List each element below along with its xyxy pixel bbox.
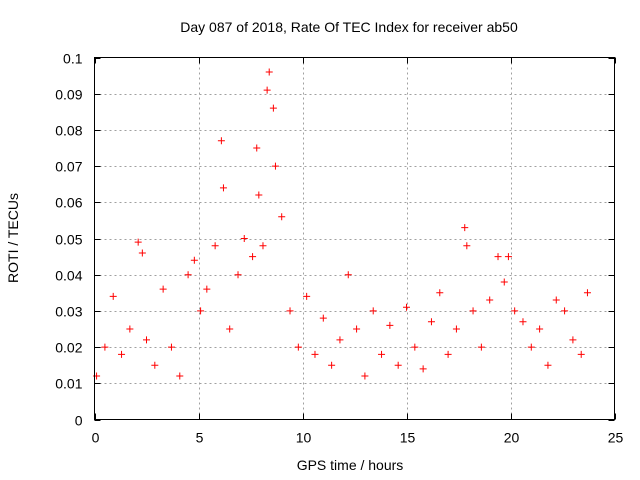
data-point [444, 350, 452, 358]
data-point [561, 307, 569, 315]
data-point [463, 242, 471, 250]
data-point [294, 343, 302, 351]
data-point [303, 292, 311, 300]
x-tick-label: 20 [504, 430, 520, 446]
data-point [500, 278, 508, 286]
x-tick-label: 5 [196, 430, 204, 446]
data-point [436, 289, 444, 297]
data-point [286, 307, 294, 315]
data-point [255, 191, 263, 199]
data-point [226, 325, 234, 333]
data-point [143, 336, 150, 344]
data-point [134, 238, 142, 246]
data-point [511, 307, 519, 315]
data-point [271, 162, 279, 170]
data-point [527, 343, 535, 351]
data-point [477, 343, 485, 351]
data-point [259, 242, 267, 250]
chart-title: Day 087 of 2018, Rate Of TEC Index for r… [180, 19, 518, 35]
x-tick-label: 0 [92, 430, 100, 446]
y-tick-label: 0.01 [55, 376, 82, 392]
data-point [328, 361, 336, 369]
x-axis-label: GPS time / hours [297, 457, 404, 473]
data-point [240, 235, 248, 242]
data-point [219, 184, 227, 192]
data-point [536, 325, 544, 333]
grid-lines [94, 57, 615, 420]
data-point [176, 372, 184, 380]
x-tick-label: 10 [296, 430, 312, 446]
data-point [159, 285, 167, 293]
data-point [419, 365, 427, 373]
y-axis-label: ROTI / TECUs [5, 193, 21, 283]
data-point [234, 271, 242, 279]
data-point [344, 271, 352, 279]
data-point [461, 224, 469, 232]
data-point [265, 68, 273, 76]
data-point [197, 307, 205, 315]
data-point [253, 144, 261, 152]
data-point [249, 253, 257, 261]
data-point [311, 350, 319, 358]
data-point [494, 253, 502, 261]
plot-frame [94, 57, 615, 420]
data-point [203, 285, 211, 293]
data-point [269, 104, 277, 112]
y-tick-label: 0.02 [55, 340, 82, 356]
data-point [486, 296, 494, 304]
data-point [403, 303, 410, 311]
data-point [394, 361, 402, 369]
data-point [544, 361, 552, 369]
y-tick-label: 0.1 [63, 51, 83, 67]
data-point [378, 350, 386, 358]
data-point [411, 343, 419, 351]
x-tick-label: 25 [608, 430, 624, 446]
data-point [278, 213, 286, 221]
data-point [138, 249, 146, 257]
y-tick-label: 0.05 [55, 232, 82, 248]
data-point [469, 307, 477, 315]
data-point [217, 137, 225, 145]
y-tick-label: 0.07 [55, 159, 82, 175]
data-point [353, 325, 361, 333]
data-point [126, 325, 134, 333]
y-tick-label: 0.04 [55, 268, 82, 284]
data-point [118, 350, 126, 358]
scatter-points [93, 68, 591, 380]
data-point [452, 325, 460, 333]
data-point [211, 242, 219, 250]
axis-ticks: 0 5 10 15 20 25 0 0.01 0.02 0.03 0.04 0.05 0.06 0.07 0… [55, 51, 623, 446]
data-point [519, 318, 527, 326]
data-point [167, 343, 175, 351]
data-point [583, 289, 591, 297]
y-tick-label: 0.06 [55, 195, 82, 211]
data-point [319, 314, 327, 322]
data-point [427, 318, 435, 326]
data-point [190, 256, 198, 264]
data-point [263, 86, 271, 94]
y-tick-label: 0.09 [55, 87, 82, 103]
y-tick-label: 0.03 [55, 304, 82, 320]
data-point [336, 336, 344, 344]
data-point [569, 336, 577, 344]
data-point [109, 292, 117, 300]
data-point [577, 350, 585, 358]
y-tick-label: 0 [75, 413, 83, 429]
data-point [361, 372, 369, 380]
data-point [504, 253, 512, 261]
x-tick-label: 15 [400, 430, 416, 446]
data-point [101, 343, 109, 351]
data-point [369, 307, 377, 315]
y-tick-label: 0.08 [55, 123, 82, 139]
data-point [184, 271, 192, 279]
data-point [386, 321, 394, 329]
data-point [151, 361, 159, 369]
data-point [552, 296, 560, 304]
